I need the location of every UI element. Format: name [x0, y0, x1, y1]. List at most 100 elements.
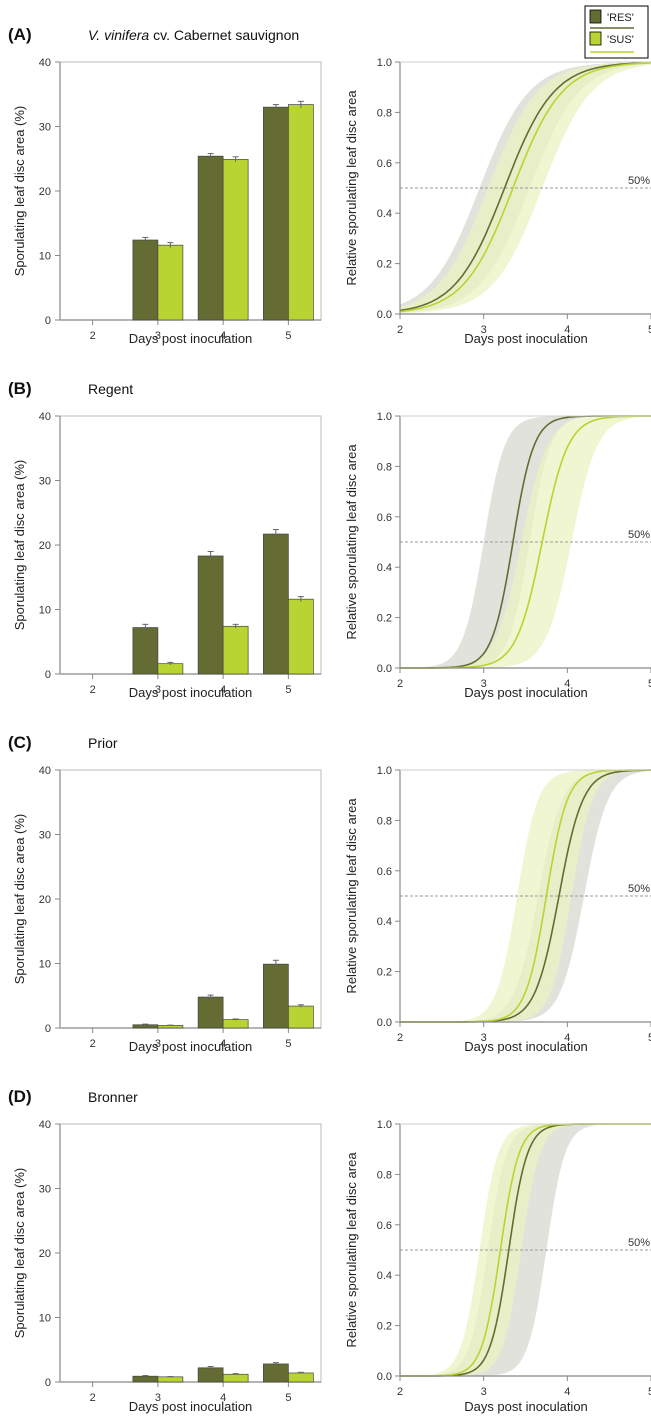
bar-y-tick-label: 30 [39, 1184, 51, 1196]
bar-x-tick-label: 3 [155, 330, 161, 342]
bar-y-tick-label: 20 [39, 540, 51, 552]
bar-x-tick-label: 2 [90, 684, 96, 696]
bar-y-axis-label: Sporulating leaf disc area (%) [12, 106, 27, 277]
bar-res [132, 1375, 159, 1383]
bar-x-tick-label: 4 [220, 330, 226, 342]
bar-y-tick-label: 20 [39, 894, 51, 906]
curve-line-sus [399, 62, 651, 313]
curve-line-res [399, 61, 651, 312]
bar-res [263, 533, 289, 675]
curve-y-tick-label: 0.2 [377, 967, 392, 979]
curve-x-tick-label: 5 [648, 324, 651, 336]
bar-chart: 0 10 20 30 40 2 3 4 5 Days post inoculation Sporul… [12, 57, 322, 346]
bar-x-tick-label: 2 [90, 1392, 96, 1404]
bar-res [263, 106, 289, 321]
reference-line-label: 50% [628, 175, 650, 187]
bar-x-axis-label: Days post inoculation [129, 1399, 253, 1414]
bar-chart: 0 10 20 30 40 2 3 4 5 Days post inoculation Sporul… [12, 1119, 322, 1414]
legend-swatch-res [589, 9, 602, 24]
curve-y-tick-label: 0.4 [377, 208, 392, 220]
bar-y-tick-label: 10 [39, 1313, 51, 1325]
legend-label-res: 'RES' [607, 12, 634, 24]
bar-sus [157, 1376, 184, 1383]
bar-y-tick-label: 0 [45, 1023, 51, 1035]
bar-x-axis-label: Days post inoculation [129, 331, 253, 346]
curve-x-tick-label: 2 [397, 1386, 403, 1398]
curve-chart: 50% 0.0 0.2 0.4 0.6 0.8 1.0 2 3 4 5 Days post inocu… [344, 765, 651, 1054]
bar-res [197, 155, 224, 321]
curve-x-tick-label: 4 [564, 1386, 570, 1398]
bar-sus [157, 663, 184, 675]
bar-plot-frame [59, 1123, 322, 1383]
bar-res [263, 963, 289, 1029]
curve-y-tick-label: 0.0 [377, 309, 392, 321]
curve-y-tick-label: 1.0 [377, 411, 392, 423]
curve-y-tick-label: 0.6 [377, 1220, 392, 1232]
bar-x-tick-label: 3 [155, 1392, 161, 1404]
bar-sus [222, 159, 249, 321]
curve-x-tick-label: 5 [648, 1386, 651, 1398]
curve-y-axis-label: Relative sporulating leaf disc area [344, 1152, 359, 1348]
bar-y-tick-label: 40 [39, 1119, 51, 1131]
curve-y-tick-label: 0.4 [377, 1270, 392, 1282]
bar-y-axis-label: Sporulating leaf disc area (%) [12, 460, 27, 631]
reference-line-label: 50% [628, 529, 650, 541]
curve-x-tick-label: 3 [481, 324, 487, 336]
curve-y-tick-label: 0.6 [377, 512, 392, 524]
bar-sus [157, 244, 184, 321]
bar-y-tick-label: 30 [39, 830, 51, 842]
panel-2: (B) Regent 0 10 20 30 40 2 3 4 5 Days post inoculat… [8, 379, 651, 700]
bar-x-tick-label: 5 [285, 684, 291, 696]
curve-x-axis-label: Days post inoculation [464, 331, 588, 346]
curve-y-tick-label: 0.0 [377, 1371, 392, 1383]
bar-x-tick-label: 5 [285, 1392, 291, 1404]
bar-sus [157, 1025, 184, 1029]
curve-y-tick-label: 0.2 [377, 613, 392, 625]
panel-3: (C) Prior 0 10 20 30 40 2 3 4 5 Days post inoculati… [8, 733, 651, 1054]
panel-title: Bronner [88, 1089, 138, 1105]
panel-title: V. vinifera cv. Cabernet sauvignon [88, 27, 299, 43]
bar-x-tick-label: 5 [285, 1038, 291, 1050]
bar-x-tick-label: 2 [90, 1038, 96, 1050]
curve-y-tick-label: 0.4 [377, 916, 392, 928]
bar-y-axis-label: Sporulating leaf disc area (%) [12, 814, 27, 985]
curve-x-tick-label: 4 [564, 678, 570, 690]
legend-swatch-sus [589, 31, 602, 46]
bar-y-tick-label: 20 [39, 186, 51, 198]
panel-title: Regent [88, 381, 133, 397]
bar-y-tick-label: 30 [39, 476, 51, 488]
curve-y-tick-label: 0.0 [377, 663, 392, 675]
curve-y-tick-label: 0.0 [377, 1017, 392, 1029]
curve-y-tick-label: 0.8 [377, 815, 392, 827]
bar-x-tick-label: 4 [220, 684, 226, 696]
bar-chart: 0 10 20 30 40 2 3 4 5 Days post inoculation Sporul… [12, 765, 322, 1054]
bar-y-tick-label: 30 [39, 122, 51, 134]
curve-y-tick-label: 0.8 [377, 461, 392, 473]
curve-y-tick-label: 0.6 [377, 866, 392, 878]
panel-title: Prior [88, 735, 118, 751]
bar-x-tick-label: 5 [285, 330, 291, 342]
bar-y-tick-label: 10 [39, 605, 51, 617]
bar-res [132, 627, 159, 675]
legend: 'RES' 'SUS' [584, 5, 649, 59]
curve-x-tick-label: 2 [397, 678, 403, 690]
panel-1: (A) V. vinifera cv. Cabernet sauvignon 0 10… [8, 25, 651, 346]
confidence-band-sus [400, 1124, 651, 1376]
curve-y-tick-label: 1.0 [377, 57, 392, 69]
bar-sus [288, 1372, 314, 1383]
curve-x-tick-label: 3 [481, 1386, 487, 1398]
bar-y-tick-label: 10 [39, 959, 51, 971]
curve-x-axis-label: Days post inoculation [464, 1039, 588, 1054]
curve-y-axis-label: Relative sporulating leaf disc area [344, 90, 359, 286]
bar-x-tick-label: 4 [220, 1392, 226, 1404]
bar-x-axis-label: Days post inoculation [129, 685, 253, 700]
curve-x-tick-label: 4 [564, 324, 570, 336]
panel-label: (A) [8, 25, 32, 44]
curve-x-tick-label: 2 [397, 324, 403, 336]
bar-sus [288, 104, 314, 321]
curve-y-tick-label: 0.4 [377, 562, 392, 574]
panel-4: (D) Bronner 0 10 20 30 40 2 3 4 5 Days post inocula… [8, 1087, 651, 1414]
bar-res [132, 239, 159, 321]
curve-y-tick-label: 0.6 [377, 158, 392, 170]
curve-x-tick-label: 5 [648, 1032, 651, 1044]
